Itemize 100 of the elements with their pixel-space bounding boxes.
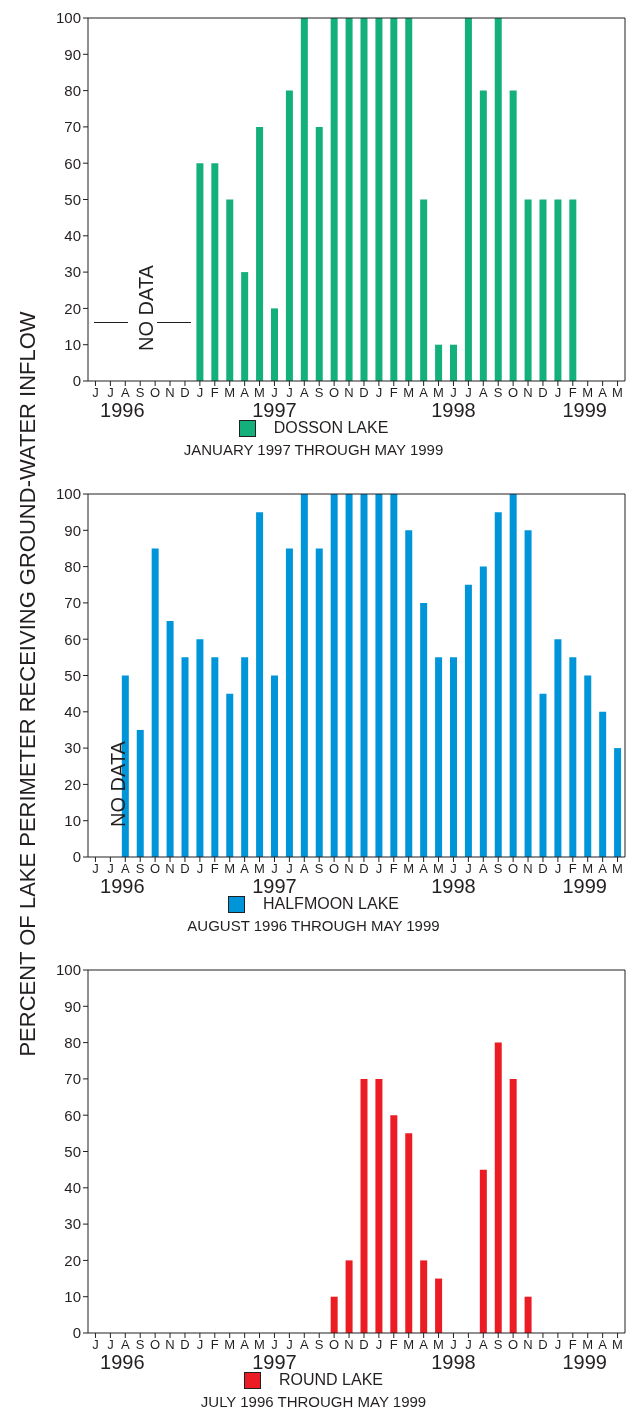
x-tick-label: A	[240, 1337, 250, 1353]
bar	[211, 163, 219, 381]
bar	[360, 18, 368, 381]
bar	[330, 1296, 338, 1333]
x-tick-label: S	[314, 1337, 324, 1353]
y-tick-label: 100	[55, 485, 81, 503]
bar	[479, 90, 487, 381]
y-tick-label: 40	[64, 703, 81, 721]
bar	[226, 199, 234, 381]
bar	[509, 494, 517, 857]
x-tick-label: J	[465, 861, 472, 877]
x-tick-label: J	[271, 861, 278, 877]
bar	[196, 163, 204, 381]
x-tick-label: J	[375, 385, 383, 401]
x-tick-label: O	[150, 1337, 161, 1353]
bar	[479, 1169, 487, 1333]
x-tick-label: D	[538, 861, 548, 877]
x-tick-label: O	[508, 385, 519, 401]
bar	[360, 1078, 368, 1333]
x-tick-label: M	[254, 385, 265, 401]
x-tick-label: D	[180, 385, 190, 401]
x-tick-label: A	[240, 385, 250, 401]
text: JULY 1996 THROUGH MAY 1999	[199, 1393, 428, 1410]
bar	[166, 621, 174, 857]
x-tick-label: J	[554, 385, 562, 401]
bar	[136, 729, 144, 857]
annotation: NO DATA	[134, 264, 159, 354]
legend-label: DOSSON LAKE	[273, 419, 389, 437]
bar	[271, 675, 278, 857]
x-tick-label: N	[344, 385, 354, 401]
bar	[405, 18, 413, 381]
bar	[599, 711, 607, 857]
text: 1996	[99, 1351, 146, 1374]
x-tick-label: N	[165, 861, 175, 877]
y-tick-label: 70	[64, 594, 81, 612]
bar	[315, 126, 323, 381]
bar	[271, 308, 278, 381]
x-tick-label: N	[165, 1337, 175, 1353]
x-tick-label: M	[403, 385, 415, 401]
bar	[569, 657, 577, 857]
x-tick-label: S	[135, 861, 145, 877]
bar	[554, 199, 562, 381]
x-tick-label: M	[612, 385, 623, 401]
bar	[405, 530, 413, 857]
bar	[330, 18, 338, 381]
x-tick-label: S	[493, 861, 503, 877]
text: 1997	[251, 1351, 298, 1373]
bar	[196, 639, 204, 857]
x-tick-label: N	[523, 1337, 533, 1353]
bar	[241, 657, 249, 857]
bar	[420, 1260, 428, 1333]
y-tick-label: 50	[64, 1142, 81, 1160]
x-tick-label: A	[419, 1337, 429, 1353]
bar	[360, 494, 368, 857]
x-tick-label: J	[554, 1337, 562, 1353]
x-tick-label: F	[210, 385, 219, 401]
x-tick-label: J	[107, 861, 114, 877]
y-tick-label: 20	[64, 1251, 81, 1269]
y-tick-label: 80	[64, 1033, 81, 1051]
y-tick-label: 90	[64, 997, 81, 1015]
x-tick-label: F	[389, 1337, 398, 1353]
x-tick-label: D	[538, 385, 548, 401]
text: AUGUST 1996 THROUGH MAY 1999	[187, 917, 440, 934]
x-tick-label: F	[568, 1337, 577, 1353]
x-tick-label: D	[359, 861, 369, 877]
y-tick-label: 90	[64, 521, 81, 539]
x-tick-label: M	[403, 861, 415, 877]
y-tick-label: 20	[64, 775, 81, 793]
bar	[435, 657, 443, 857]
y-tick-label: 0	[72, 372, 81, 390]
bar	[375, 494, 383, 857]
y-tick-label: 90	[64, 45, 81, 63]
x-tick-label: M	[612, 861, 623, 877]
bar	[554, 639, 562, 857]
x-tick-label: A	[598, 385, 608, 401]
bar	[509, 90, 517, 381]
bar	[494, 18, 502, 381]
x-tick-label: F	[568, 861, 577, 877]
y-tick-label: 10	[64, 1288, 81, 1306]
y-tick-label: 10	[64, 812, 81, 830]
bar	[390, 1115, 398, 1333]
bar	[614, 748, 622, 857]
x-tick-label: J	[450, 861, 457, 877]
x-tick-label: N	[523, 385, 533, 401]
x-tick-label: J	[196, 385, 204, 401]
x-tick-label: M	[433, 861, 444, 877]
bar	[450, 657, 457, 857]
bar	[375, 1078, 383, 1333]
x-tick-label: S	[135, 385, 145, 401]
text: 1997	[251, 399, 298, 421]
x-tick-label: M	[433, 1337, 444, 1353]
x-tick-label: J	[286, 861, 293, 877]
bar	[405, 1133, 413, 1333]
x-tick-label: M	[582, 385, 594, 401]
x-tick-label: J	[92, 861, 99, 877]
bar	[479, 566, 487, 857]
x-tick-label: A	[299, 1337, 309, 1353]
x-tick-label: J	[286, 385, 293, 401]
x-tick-label: J	[271, 385, 278, 401]
x-tick-label: J	[271, 1337, 278, 1353]
